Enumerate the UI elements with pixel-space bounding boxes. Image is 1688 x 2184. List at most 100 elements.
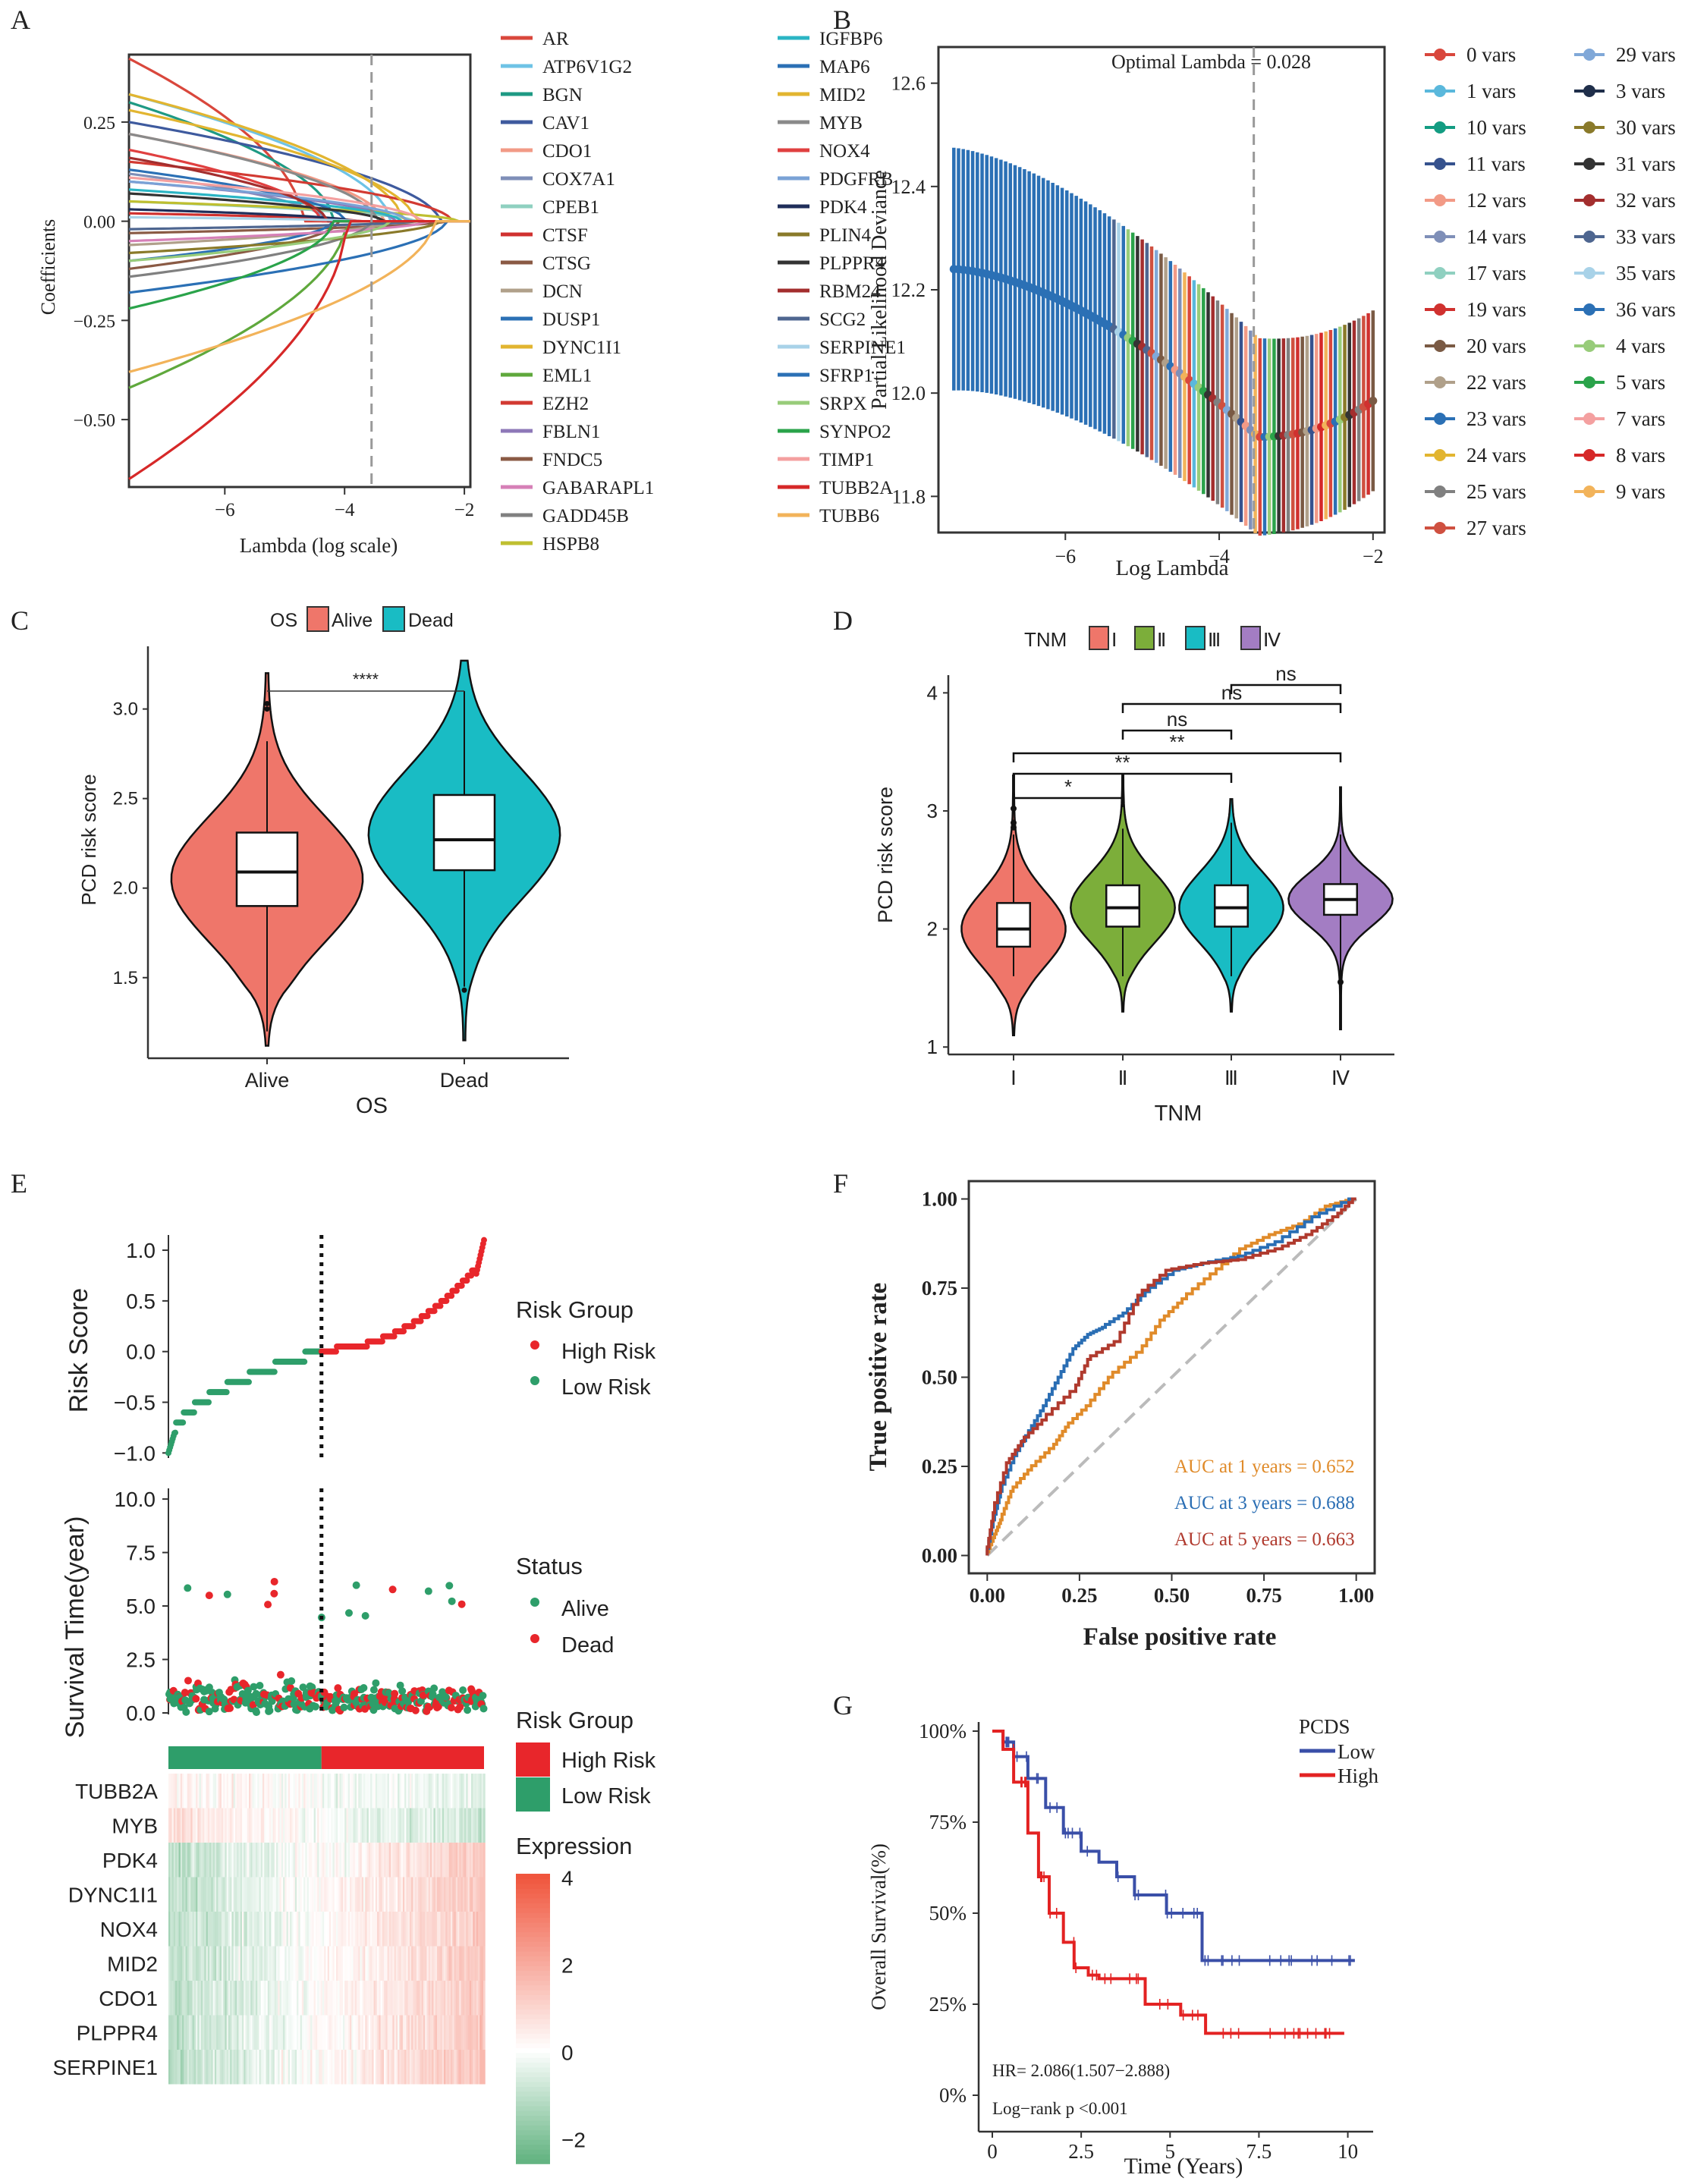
e-heat-cell [466,1843,469,1878]
e-heat-cell [286,2015,289,2050]
e-heat-cell [418,1843,421,1878]
e-heat-cell [440,1877,443,1912]
e-heat-cell [219,2015,222,2050]
e-heat-cell [245,1912,248,1947]
e-heat-cell [199,2050,202,2085]
e-heat-cell [259,1877,262,1912]
e-heat-cell [483,1877,486,1912]
e-surv-point [205,1592,213,1600]
e-heat-cell [473,2015,476,2050]
panel-a-frame [127,53,472,489]
legend-label-SRPX: SRPX [819,394,867,414]
e-heat-cell [385,1877,388,1912]
e-heat-cell [439,1877,442,1912]
e-heat-cell [192,1877,195,1912]
e-heat-cell [252,1808,255,1843]
e-heat-cell [310,1912,313,1947]
e-heat-cell [347,2050,350,2085]
e-heat-cell [402,1981,405,2016]
e-heat-cell [192,1774,195,1808]
legend-label-TIMP1: TIMP1 [819,450,874,470]
e-heat-cell [426,1946,429,1981]
e-heat-cell [366,1877,369,1912]
e-heat-cell [428,1912,431,1947]
e-heat-cell [184,1808,187,1843]
e-heat-cell [322,2050,325,2085]
e-heat-cell [225,1946,228,1981]
panel-b-annotation: Optimal Lambda = 0.028 [1111,51,1311,73]
legend-label-MAP6: MAP6 [819,57,870,77]
e-heat-cell [214,1946,217,1981]
e-heat-cell [200,1946,203,1981]
panel-c-xlabel: OS [356,1094,388,1118]
e-heat-cell [407,1843,410,1878]
e-heat-cell [420,2050,423,2085]
c-ytick-label: 2.5 [113,789,138,809]
e-heat-cell [175,1912,178,1947]
e-heat-cell [338,1912,341,1947]
e-heat-cell [354,2015,357,2050]
e-expr-gradient-step [516,1897,550,1903]
e-heat-cell [416,1981,419,2016]
e-heat-cell [461,2050,464,2085]
e-heat-cell [372,2050,375,2085]
e-surv-point [385,1689,393,1697]
e-expr-gradient-step [516,2038,550,2044]
e-heat-cell [366,1843,369,1878]
e-heat-cell [380,2015,383,2050]
e-heat-cell [366,1774,369,1808]
panel-g-legend-high: High [1338,1764,1379,1787]
e-heat-cell [272,1981,275,2016]
e-heat-cell [303,1774,306,1808]
e-heat-cell [478,2015,480,2050]
e-heat-cell [184,1981,187,2016]
e-heat-cell [476,1843,479,1878]
e-surv-point [205,1708,213,1716]
e-heat-cell [481,1946,484,1981]
e-heat-cell [240,1877,243,1912]
e-heat-cell [402,1808,405,1843]
e-heat-cell [312,1774,315,1808]
e-heat-cell [244,1843,247,1878]
e-heat-cell [331,2015,334,2050]
legend-label-CTSG: CTSG [542,253,591,274]
e-heat-cell [168,1912,171,1947]
e-heat-cell [459,1912,462,1947]
e-heat-cell [238,1774,241,1808]
e-heat-cell [363,2050,366,2085]
e-heat-cell [257,1774,260,1808]
e-heat-cell [455,1808,458,1843]
e-heat-cell [384,2015,386,2050]
e-heat-cell [476,1774,479,1808]
e-heat-cell [196,1877,198,1912]
e-heat-cell [276,1808,278,1843]
e-heat-cell [425,2015,428,2050]
e-heat-cell [185,1877,188,1912]
e-expr-gradient-step [516,2095,550,2102]
e-heat-cell [402,1877,405,1912]
e-heat-cell [196,2050,198,2085]
b-legend-label: 33 vars [1616,225,1676,248]
e-heat-cell [350,1843,352,1878]
e-heat-cell [327,1808,330,1843]
e-heat-cell [310,1877,313,1912]
e-heat-cell [361,1808,364,1843]
e-expr-gradient-step [516,2148,550,2155]
e-heat-cell [266,1946,269,1981]
e-heat-cell [335,1981,338,2016]
e-heat-cell [399,1912,402,1947]
e-expr-gradient-step [516,1956,550,1962]
b-legend-dot [1434,267,1446,279]
panel-g-ylabel: Overall Survival(%) [867,1843,890,2010]
e-heat-cell [306,2015,310,2050]
e-heat-cell [344,1981,347,2016]
e-heat-cell [426,1843,429,1878]
e-heat-cell [278,1946,281,1981]
e-heat-cell [300,1946,303,1981]
e-heat-cell [211,2015,214,2050]
d-sig-label: ns [1275,662,1296,685]
e-heat-cell [394,1774,397,1808]
b-legend-label: 23 vars [1466,407,1526,430]
e-heat-cell [297,1946,299,1981]
e-heat-cell [469,1946,472,1981]
